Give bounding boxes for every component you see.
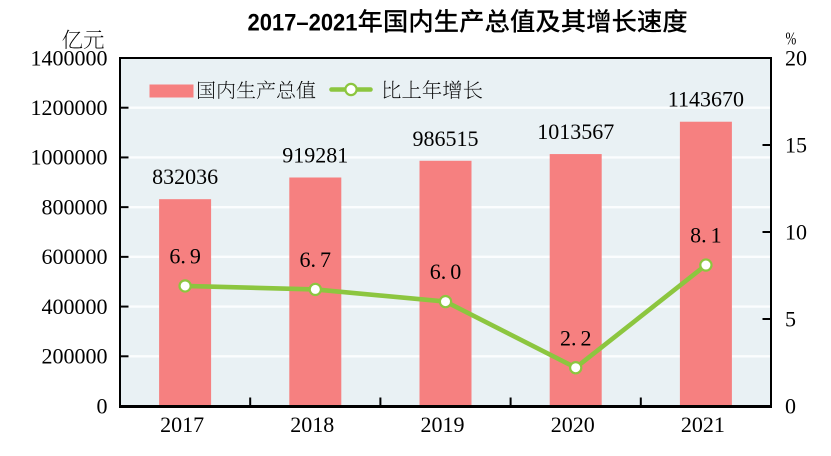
svg-text:6.9: 6. 9 [169,244,201,269]
svg-text:10: 10 [785,219,807,244]
svg-text:1000000: 1000000 [31,145,108,170]
svg-text:919281: 919281 [282,142,348,167]
svg-text:0: 0 [97,393,108,418]
svg-text:1200000: 1200000 [31,95,108,120]
svg-text:1400000: 1400000 [31,45,108,70]
svg-text:800000: 800000 [42,194,108,219]
svg-text:5: 5 [785,306,796,331]
svg-text:2021: 2021 [681,412,725,437]
svg-text:200000: 200000 [42,344,108,369]
svg-text:2020: 2020 [551,412,595,437]
svg-text:600000: 600000 [42,244,108,269]
svg-text:2018: 2018 [290,412,334,437]
svg-text:400000: 400000 [42,294,108,319]
svg-text:2.2: 2. 2 [560,325,592,350]
svg-text:%: % [786,30,797,50]
svg-text:8.1: 8. 1 [690,223,722,248]
svg-text:15: 15 [785,132,807,157]
svg-text:832036: 832036 [152,164,218,189]
svg-text:6.7: 6. 7 [300,247,332,272]
svg-text:986515: 986515 [413,126,479,151]
svg-text:1143670: 1143670 [668,87,744,112]
svg-text:20: 20 [785,45,807,70]
svg-text:0: 0 [785,393,796,418]
svg-text:2017: 2017 [160,412,204,437]
svg-text:1013567: 1013567 [537,119,614,144]
svg-text:2019: 2019 [421,412,465,437]
svg-text:6.0: 6. 0 [430,259,462,284]
svg-text:2017–2021: 2017–2021 [248,10,358,37]
